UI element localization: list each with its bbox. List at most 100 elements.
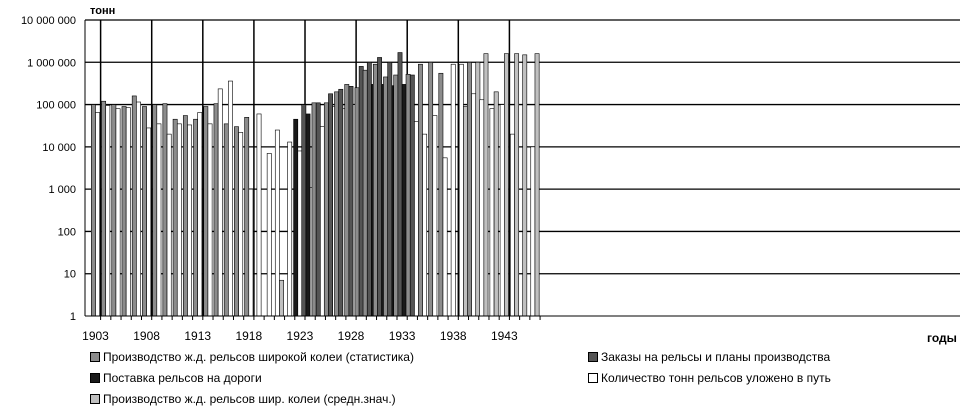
bar xyxy=(156,123,162,317)
bar xyxy=(418,63,423,317)
bar xyxy=(162,103,168,317)
bar xyxy=(176,123,182,317)
bar xyxy=(458,63,464,317)
bar xyxy=(475,61,481,317)
bar xyxy=(479,99,485,317)
bar xyxy=(279,279,284,317)
bar xyxy=(354,87,360,317)
bar xyxy=(428,61,434,317)
bar xyxy=(366,61,372,317)
bar xyxy=(152,104,158,317)
bar xyxy=(101,100,107,317)
bar xyxy=(256,113,262,317)
bar xyxy=(387,61,393,317)
bar xyxy=(438,72,444,317)
bar xyxy=(493,91,499,317)
x-tick-label: 1908 xyxy=(133,329,160,343)
bar xyxy=(401,84,407,317)
bar xyxy=(228,80,233,317)
y-tick-label: 100 000 xyxy=(36,100,76,112)
x-tick-label: 1933 xyxy=(389,329,416,343)
bar xyxy=(514,53,520,317)
bar xyxy=(503,53,509,317)
x-tick-label: 1913 xyxy=(184,329,211,343)
bar xyxy=(182,115,188,317)
x-tick-label: 1943 xyxy=(491,329,518,343)
legend-label: Производство ж.д. рельсов широкой колеи … xyxy=(103,350,414,364)
bar xyxy=(305,113,311,317)
legend-swatch xyxy=(90,352,100,362)
bar xyxy=(409,74,415,317)
bar xyxy=(234,126,239,317)
y-axis-title: тонн xyxy=(90,5,115,17)
bars xyxy=(91,52,540,317)
bar xyxy=(111,104,117,317)
bar xyxy=(274,129,280,317)
bar xyxy=(293,118,299,317)
y-tick-label: 1 xyxy=(70,311,76,323)
legend-item: Поставка рельсов на дороги xyxy=(90,371,262,385)
bar xyxy=(315,102,321,317)
x-tick-label: 1903 xyxy=(82,329,109,343)
legend-swatch xyxy=(588,352,598,362)
y-tick-label: 1 000 xyxy=(48,184,76,196)
bar xyxy=(125,107,131,317)
bar xyxy=(510,133,515,317)
bar xyxy=(223,123,229,317)
bar xyxy=(463,106,468,317)
bar xyxy=(105,105,111,317)
bar xyxy=(131,95,137,317)
bar xyxy=(238,132,244,317)
y-tick-label: 10 xyxy=(64,269,76,281)
bar xyxy=(136,101,141,317)
bar xyxy=(91,104,96,317)
legend-swatch xyxy=(90,394,100,404)
bar xyxy=(358,66,364,317)
bar xyxy=(377,57,382,317)
bar xyxy=(323,102,329,317)
bar xyxy=(266,153,272,317)
x-tick-label: 1923 xyxy=(287,329,314,343)
bar xyxy=(499,104,505,317)
bar xyxy=(146,127,152,317)
bar xyxy=(301,104,307,317)
y-tick-label: 10 000 000 xyxy=(21,15,76,27)
bar xyxy=(248,188,254,317)
bar xyxy=(217,88,223,317)
bar xyxy=(372,63,378,317)
legend-item: Количество тонн рельсов уложено в путь xyxy=(588,371,831,385)
bar xyxy=(187,124,192,317)
bar xyxy=(197,112,203,317)
legend-label: Поставка рельсов на дороги xyxy=(103,371,262,385)
legend-item: Производство ж.д. рельсов широкой колеи … xyxy=(90,350,414,364)
bar xyxy=(393,74,399,317)
bar xyxy=(207,123,213,317)
bar xyxy=(467,61,472,317)
legend-label: Количество тонн рельсов уложено в путь xyxy=(601,371,831,385)
tick-labels: 1 10 100 1 000 10 000 100 000 1 000 000 10 000 … xyxy=(21,15,541,343)
y-tick-label: 10 000 xyxy=(42,142,76,154)
bar xyxy=(483,53,489,317)
bar xyxy=(213,103,219,317)
legend-swatch xyxy=(90,373,100,383)
bar xyxy=(405,73,411,317)
x-axis-title: годы xyxy=(927,331,957,345)
bar xyxy=(287,141,293,317)
bar xyxy=(471,93,477,317)
bar xyxy=(397,52,403,317)
bar xyxy=(142,106,147,317)
bar xyxy=(422,133,428,317)
legend-swatch xyxy=(588,373,598,383)
y-tick-label: 100 xyxy=(58,226,76,238)
bar xyxy=(297,150,303,317)
bar xyxy=(193,118,198,317)
legend-item: Производство ж.д. рельсов шир. колеи (ср… xyxy=(90,392,396,406)
bar xyxy=(489,108,495,317)
legend-item: Заказы на рельсы и планы производства xyxy=(588,350,830,364)
x-tick-label: 1928 xyxy=(338,329,365,343)
y-tick-label: 1 000 000 xyxy=(27,57,76,69)
bar xyxy=(244,117,250,317)
x-tick-label: 1938 xyxy=(440,329,467,343)
bar xyxy=(432,115,438,317)
